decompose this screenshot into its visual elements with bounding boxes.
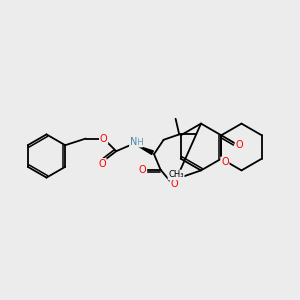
Text: CH₃: CH₃ <box>168 170 184 179</box>
Text: H: H <box>136 138 142 147</box>
Polygon shape <box>138 146 153 154</box>
Text: O: O <box>98 159 106 169</box>
Text: N: N <box>130 137 137 147</box>
Text: O: O <box>170 179 178 189</box>
Text: O: O <box>139 165 146 175</box>
Text: O: O <box>221 157 229 167</box>
Text: O: O <box>236 140 243 150</box>
Text: O: O <box>100 134 107 144</box>
